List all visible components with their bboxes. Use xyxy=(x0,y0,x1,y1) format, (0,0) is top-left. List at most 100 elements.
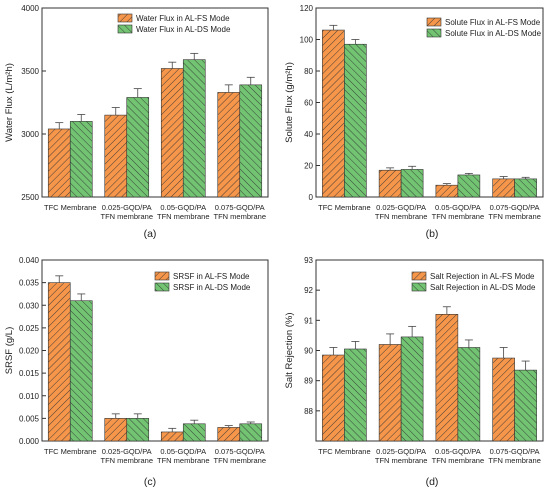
chart-panel-c: 0.000 0.005 0.010 0.015 0.020 0.025 0.030 0.035… xyxy=(4,256,269,488)
y-tick-label: 0.040 xyxy=(19,256,40,265)
x-tick-label: 0.075-GQD/PA xyxy=(215,447,265,456)
panel-caption: (a) xyxy=(144,228,157,240)
legend-swatch-orange xyxy=(117,13,133,23)
y-axis-label: Salt Rejection (%) xyxy=(284,312,295,388)
panel-caption: (b) xyxy=(426,228,439,240)
y-tick-label: 0.035 xyxy=(19,279,40,288)
x-tick-label: TFN membrane xyxy=(432,212,485,221)
bar-green xyxy=(182,59,206,198)
y-tick-label: 0.025 xyxy=(19,324,40,333)
y-tick-label: 0.010 xyxy=(19,392,40,401)
bar-orange xyxy=(160,68,184,198)
bar-green xyxy=(182,423,206,442)
y-tick-label: 91 xyxy=(304,316,313,325)
bar-orange xyxy=(492,357,515,442)
bar-orange xyxy=(217,92,241,198)
x-tick-label: TFN membrane xyxy=(488,456,541,465)
x-tick-label: 0.05-GQD/PA xyxy=(435,447,481,456)
x-tick-label: TFN membrane xyxy=(157,456,210,465)
bar-green xyxy=(126,97,150,198)
y-tick-label: 93 xyxy=(304,256,313,265)
legend-label: Water Flux in AL-DS Mode xyxy=(136,25,231,34)
bar-green xyxy=(514,178,537,198)
legend-swatch-green xyxy=(154,282,170,292)
x-tick-label: 0.025-GQD/PA xyxy=(376,203,426,212)
y-tick-label: 90 xyxy=(304,347,313,356)
bar-green xyxy=(126,418,150,442)
bar-green xyxy=(400,169,424,198)
x-tick-label: 0.05-GQD/PA xyxy=(160,203,206,212)
bar-green xyxy=(239,84,263,198)
bar-green xyxy=(69,121,93,198)
bar-green xyxy=(400,336,424,442)
y-tick-label: 92 xyxy=(304,286,313,295)
x-tick-label: TFN membrane xyxy=(100,212,153,221)
bar-orange xyxy=(378,169,402,198)
x-tick-label: TFN membrane xyxy=(213,456,266,465)
x-tick-label: 0.075-GQD/PA xyxy=(490,203,540,212)
bar-orange xyxy=(104,418,128,442)
chart-panel-d: 88 89 90 91 92 93 Salt Rejection (%) TFC Membra… xyxy=(284,256,544,488)
bar-green xyxy=(69,300,93,442)
bar-green xyxy=(344,43,367,198)
x-tick-label: 0.05-GQD/PA xyxy=(160,447,206,456)
y-tick-label: 0.020 xyxy=(19,347,40,356)
x-tick-label: 0.025-GQD/PA xyxy=(376,447,426,456)
legend-swatch-green xyxy=(411,282,427,292)
x-tick-label: TFN membrane xyxy=(375,456,428,465)
panel-caption: (d) xyxy=(426,476,439,488)
legend-label: SRSF in AL-FS Mode xyxy=(173,272,250,281)
y-tick-label: 0.005 xyxy=(19,414,40,423)
y-tick-label: 0 xyxy=(309,193,314,202)
bar-green xyxy=(457,347,481,442)
y-tick-label: 20 xyxy=(304,162,313,171)
legend-label: Solute Flux in AL-FS Mode xyxy=(445,18,541,27)
x-tick-label: TFC Membrane xyxy=(318,203,371,212)
legend-label: Water Flux in AL-FS Mode xyxy=(136,14,230,23)
x-tick-label: TFN membrane xyxy=(100,456,153,465)
chart-panel-a: 2500 3000 3500 4000 Water Flux (L/m²h) TFC Me… xyxy=(4,4,269,240)
y-tick-label: 3000 xyxy=(21,130,39,139)
bar-orange xyxy=(160,431,184,442)
plot-frame xyxy=(41,7,269,198)
bar-green xyxy=(239,423,263,442)
x-tick-label: TFC Membrane xyxy=(44,203,97,212)
x-tick-label: 0.075-GQD/PA xyxy=(215,203,265,212)
bar-green xyxy=(344,348,367,442)
y-tick-label: 0.030 xyxy=(19,301,40,310)
legend-swatch-orange xyxy=(426,17,442,27)
legend-label: Solute Flux in AL-DS Mode xyxy=(445,29,542,38)
bar-green xyxy=(457,174,481,198)
x-tick-label: TFN membrane xyxy=(213,212,266,221)
legend-swatch-green xyxy=(117,24,133,34)
y-tick-label: 89 xyxy=(304,377,313,386)
y-axis-label: SRSF (g/L) xyxy=(4,327,15,375)
y-axis-label: Water Flux (L/m²h) xyxy=(4,63,15,142)
bar-orange xyxy=(47,128,71,198)
y-axis-label: Solute Flux (g/m²h) xyxy=(284,62,295,143)
x-tick-label: TFC Membrane xyxy=(318,447,371,456)
legend-label: Salt Rejection in AL-DS Mode xyxy=(430,283,536,292)
bar-orange xyxy=(378,344,402,442)
legend: SRSF in AL-FS Mode SRSF in AL-DS Mode xyxy=(154,271,251,292)
bar-orange xyxy=(322,29,345,198)
chart-panel-b: 0 20 40 60 80 100 120 Solute Flux (g/m²h) TFC Me… xyxy=(284,4,544,240)
legend-swatch-orange xyxy=(154,271,170,281)
bar-orange xyxy=(47,282,71,442)
legend-label: SRSF in AL-DS Mode xyxy=(173,283,251,292)
panel-caption: (c) xyxy=(144,476,156,488)
bar-green xyxy=(514,369,537,442)
bar-orange xyxy=(435,184,459,198)
legend-label: Salt Rejection in AL-FS Mode xyxy=(430,272,535,281)
x-tick-label: TFC Membrane xyxy=(44,447,97,456)
x-tick-label: TFN membrane xyxy=(432,456,485,465)
bar-orange xyxy=(104,114,128,198)
y-tick-label: 88 xyxy=(304,407,313,416)
bar-orange xyxy=(217,427,241,442)
x-tick-label: TFN membrane xyxy=(488,212,541,221)
legend: Salt Rejection in AL-FS Mode Salt Rejecti… xyxy=(411,271,536,292)
x-tick-label: TFN membrane xyxy=(375,212,428,221)
y-tick-label: 40 xyxy=(304,130,313,139)
y-tick-label: 120 xyxy=(300,4,314,13)
